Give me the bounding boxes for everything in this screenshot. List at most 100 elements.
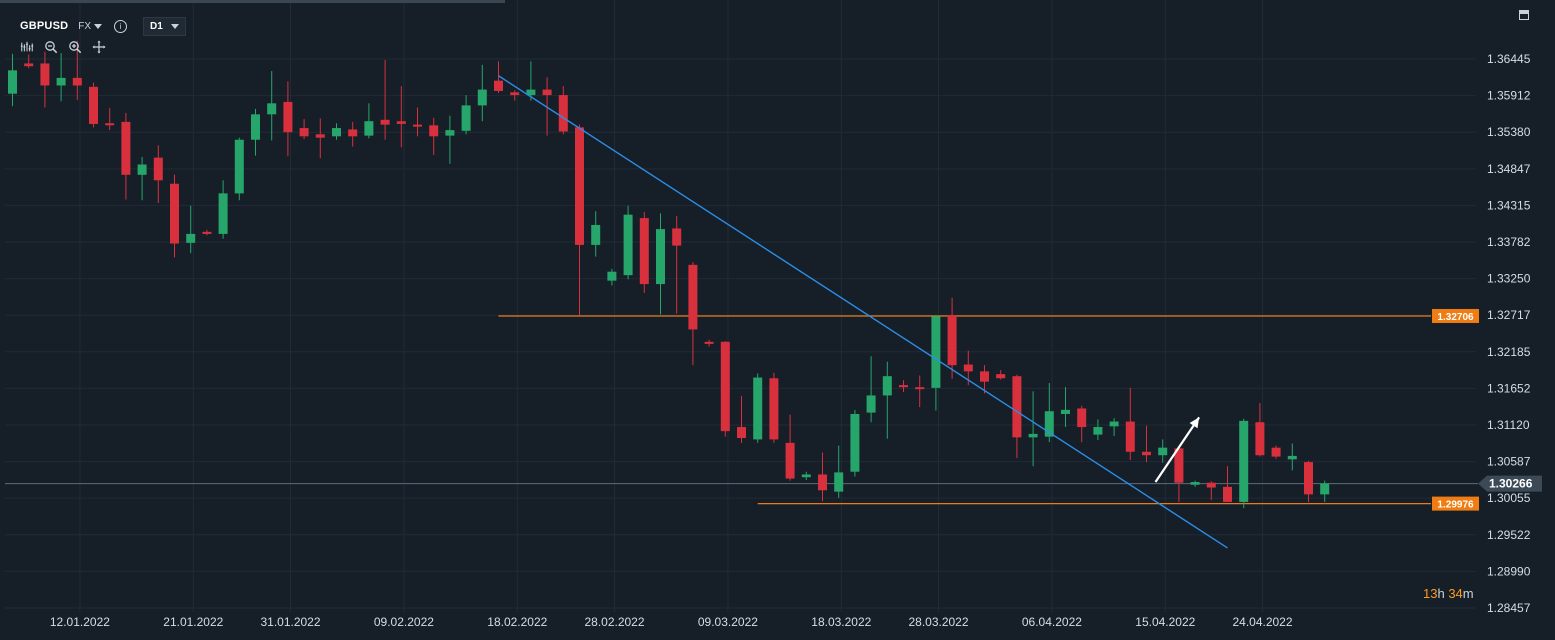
time-tick-label: 12.01.2022: [50, 615, 110, 629]
candle-body-down: [1304, 462, 1313, 495]
time-tick-label: 31.01.2022: [260, 615, 320, 629]
candle-body-up: [251, 114, 260, 140]
price-tick-label: 1.30055: [1487, 491, 1531, 505]
candle-body-down: [1271, 447, 1281, 457]
price-tick-label: 1.32717: [1487, 308, 1531, 322]
market-selector[interactable]: FX: [78, 21, 103, 32]
candle-body-down: [1255, 422, 1265, 456]
candle-body-up: [186, 233, 196, 243]
time-tick-label: 21.01.2022: [163, 615, 223, 629]
time-axis: 12.01.2022 21.01.2022 31.01.2022 09.02.2022…: [50, 615, 1293, 629]
candle-countdown: 13h 34m: [1423, 586, 1474, 601]
candle-body-down: [672, 228, 682, 246]
candle-body-down: [737, 427, 746, 439]
candle-body-down: [1142, 451, 1151, 456]
current-price-badge: [1478, 475, 1542, 492]
candle-body-down: [40, 63, 50, 86]
trendline: [498, 75, 1228, 549]
level-price-badge: [1432, 308, 1479, 323]
candle-body-down: [202, 231, 212, 234]
candle-body-down: [121, 121, 131, 175]
candle-body-up: [218, 193, 228, 234]
price-tick-label: 1.34847: [1487, 162, 1531, 176]
candle-body-down: [1077, 408, 1087, 428]
candle-body-down: [299, 128, 309, 137]
time-tick-label: 18.02.2022: [487, 615, 547, 629]
candle-body-down: [1223, 486, 1232, 502]
price-tick-label: 1.29522: [1487, 528, 1531, 542]
price-tick-label: 1.33250: [1487, 272, 1531, 286]
price-tick-label: 1.30587: [1487, 455, 1531, 469]
countdown-minutes: 34: [1448, 586, 1463, 601]
candle-body-down: [558, 95, 568, 132]
candle-body-up: [1158, 447, 1168, 456]
price-tick-label: 1.35912: [1487, 89, 1531, 103]
candle-body-down: [396, 121, 406, 124]
chart-toolbar: GBPUSD FX i D1: [20, 16, 186, 36]
zoom-out-icon[interactable]: [44, 40, 58, 54]
candle-body-up: [445, 130, 455, 136]
candle-body-down: [1012, 376, 1022, 438]
candle-body-down: [105, 123, 115, 126]
candle-body-up: [461, 105, 471, 131]
crosshair-icon[interactable]: [92, 40, 106, 54]
candle-body-down: [899, 385, 908, 388]
candle-body-up: [477, 89, 487, 106]
indicators-icon[interactable]: [20, 40, 34, 54]
candle-body-up: [801, 474, 811, 478]
candle-body-down: [769, 378, 779, 440]
time-tick-label: 18.03.2022: [811, 615, 871, 629]
level-price-badge-label: 1.32706: [1437, 312, 1474, 323]
candle-body-up: [834, 472, 844, 492]
candle-body-up: [1044, 411, 1054, 437]
candle-body-down: [915, 387, 925, 390]
price-tick-label: 1.33782: [1487, 235, 1531, 249]
candle-body-up: [1287, 455, 1297, 460]
candle-body-down: [1174, 448, 1184, 483]
candle-body-down: [704, 341, 714, 344]
time-tick-label: 06.04.2022: [1022, 615, 1082, 629]
arrow-shaft: [1154, 416, 1201, 483]
candle-body-up: [1093, 427, 1103, 435]
zoom-in-icon[interactable]: [68, 40, 82, 54]
symbol-label[interactable]: GBPUSD: [20, 20, 69, 32]
candle-body-down: [170, 183, 179, 244]
candle-body-up: [56, 77, 66, 86]
price-tick-label: 1.36445: [1487, 52, 1531, 66]
candle-body-down: [785, 442, 795, 479]
candle-body-down: [283, 101, 293, 133]
price-tick-label: 1.32185: [1487, 345, 1531, 359]
horizontal-levels: [5, 315, 1478, 505]
window-toggle-icon[interactable]: [1519, 10, 1529, 20]
candle-body-up: [882, 376, 892, 396]
time-tick-label: 15.04.2022: [1135, 615, 1195, 629]
candle-body-up: [364, 121, 374, 136]
time-tick-label: 09.02.2022: [374, 615, 434, 629]
candle-body-up: [1320, 483, 1330, 495]
candle-body-down: [153, 157, 163, 181]
arrow-head: [1189, 417, 1200, 429]
candle-body-down: [348, 129, 358, 137]
price-tick-label: 1.31652: [1487, 381, 1531, 395]
candle-body-up: [1028, 433, 1038, 438]
timeframe-selector[interactable]: D1: [143, 16, 186, 36]
price-tick-label: 1.31120: [1487, 418, 1530, 432]
candle-body-up: [137, 164, 147, 175]
candle-body-down: [980, 371, 989, 382]
candle-body-down: [963, 364, 973, 372]
info-icon[interactable]: i: [114, 19, 128, 33]
candle-body-down: [996, 374, 1006, 379]
chevron-down-icon: [94, 23, 103, 29]
current-price-badge-label: 1.30266: [1489, 477, 1533, 491]
candle-body-down: [1125, 421, 1135, 452]
countdown-minutes-unit: m: [1462, 586, 1474, 601]
candle-body-up: [1109, 421, 1119, 427]
candle-body-up: [850, 413, 860, 472]
level-price-badge: [1432, 496, 1479, 511]
candle-body-down: [639, 218, 649, 285]
candle-body-down: [413, 124, 422, 127]
time-tick-label: 28.02.2022: [584, 615, 644, 629]
candle-body-down: [89, 86, 98, 124]
